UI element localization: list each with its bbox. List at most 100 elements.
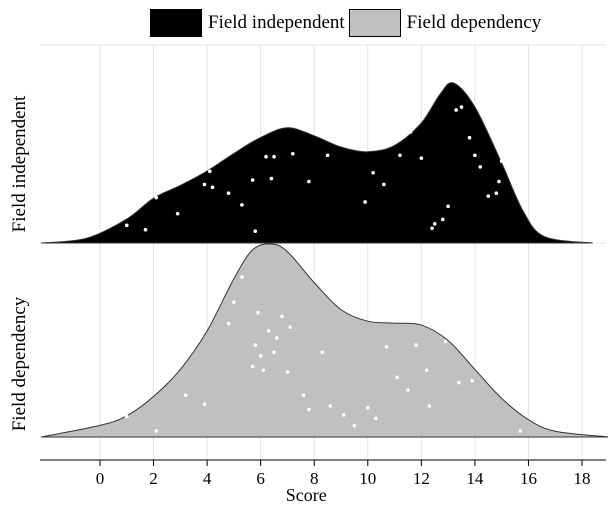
data-point <box>446 204 450 209</box>
data-point <box>154 195 159 200</box>
data-point <box>253 343 258 347</box>
legend-item-field-independent: Field independent <box>150 9 345 37</box>
data-point <box>384 345 389 349</box>
data-point <box>291 151 295 156</box>
data-point <box>419 156 424 160</box>
data-point <box>457 380 461 385</box>
data-point <box>124 223 129 228</box>
x-tick-label: 16 <box>520 469 537 488</box>
data-point <box>336 125 341 130</box>
x-tick-label: 18 <box>574 469 591 488</box>
data-point <box>518 429 523 433</box>
data-point <box>272 154 276 159</box>
data-point <box>497 179 501 184</box>
data-point <box>232 300 236 304</box>
data-point <box>274 336 279 340</box>
data-point <box>406 388 410 392</box>
data-point <box>454 108 458 112</box>
data-point <box>408 130 413 134</box>
legend-swatch-field-independent <box>150 9 202 37</box>
legend: Field independent Field dependency <box>150 8 545 38</box>
data-point <box>154 429 159 433</box>
data-point <box>432 222 437 226</box>
data-point <box>261 368 266 372</box>
data-point <box>124 414 129 419</box>
data-point <box>320 350 325 355</box>
data-point <box>341 413 346 417</box>
data-point <box>347 124 351 128</box>
data-point <box>202 182 207 187</box>
x-tick-label: 0 <box>96 469 105 488</box>
data-point <box>424 368 429 372</box>
legend-label-field-independent: Field independent <box>208 12 345 33</box>
data-point <box>443 339 448 344</box>
x-tick-label: 12 <box>413 469 430 488</box>
data-point <box>440 217 445 222</box>
data-point <box>288 115 292 120</box>
x-tick-label: 6 <box>256 469 265 488</box>
density-area-field-independent <box>41 82 593 244</box>
x-axis-title: Score <box>286 485 327 505</box>
data-point <box>202 402 207 406</box>
data-point <box>256 311 260 315</box>
data-point <box>328 404 333 408</box>
panel-field-dependency <box>40 243 608 438</box>
data-point <box>250 364 255 369</box>
data-point <box>486 194 491 198</box>
data-point <box>157 176 161 181</box>
data-point <box>307 407 311 412</box>
data-point <box>473 153 477 158</box>
data-point <box>253 229 258 233</box>
data-point <box>427 404 432 408</box>
data-point <box>207 169 212 174</box>
data-point <box>499 159 504 163</box>
data-point <box>497 325 501 329</box>
legend-swatch-field-dependency <box>348 9 401 37</box>
data-point <box>371 170 375 175</box>
data-point <box>269 176 274 181</box>
data-point <box>288 325 292 329</box>
data-point <box>272 350 276 355</box>
x-axis: 0 2 4 6 8 10 12 14 16 18 <box>40 459 606 488</box>
data-point <box>483 321 488 326</box>
x-tick-label: 4 <box>203 469 212 488</box>
data-point <box>130 176 134 181</box>
data-point <box>240 203 244 207</box>
data-point <box>264 154 268 159</box>
data-point <box>363 200 367 204</box>
panel-field-independent <box>41 82 593 244</box>
data-point <box>258 354 263 358</box>
data-point <box>307 179 311 184</box>
data-point <box>175 211 180 216</box>
data-point <box>124 210 129 214</box>
data-point <box>478 165 483 169</box>
data-point <box>414 343 418 347</box>
data-point <box>183 393 188 398</box>
data-point <box>143 227 148 232</box>
data-point <box>374 416 378 421</box>
data-point <box>280 314 284 319</box>
x-tick-label: 14 <box>466 469 484 488</box>
data-point <box>398 153 402 158</box>
data-point <box>494 191 499 195</box>
data-point <box>285 370 290 374</box>
legend-item-field-dependency: Field dependency <box>348 9 542 37</box>
data-point <box>301 393 306 398</box>
data-point <box>226 191 231 195</box>
data-point <box>430 226 434 231</box>
data-point <box>470 379 475 383</box>
data-point <box>266 328 271 333</box>
density-area-field-dependency <box>40 243 608 438</box>
y-label-field-independent: Field independent <box>9 95 30 232</box>
data-point <box>352 423 357 428</box>
data-point <box>395 375 400 380</box>
data-point <box>232 137 236 141</box>
data-point <box>467 135 472 140</box>
data-point <box>325 153 330 158</box>
data-point <box>226 321 231 326</box>
data-point <box>382 182 386 187</box>
legend-label-field-dependency: Field dependency <box>406 12 542 33</box>
data-point <box>390 122 394 127</box>
data-point <box>186 137 191 141</box>
